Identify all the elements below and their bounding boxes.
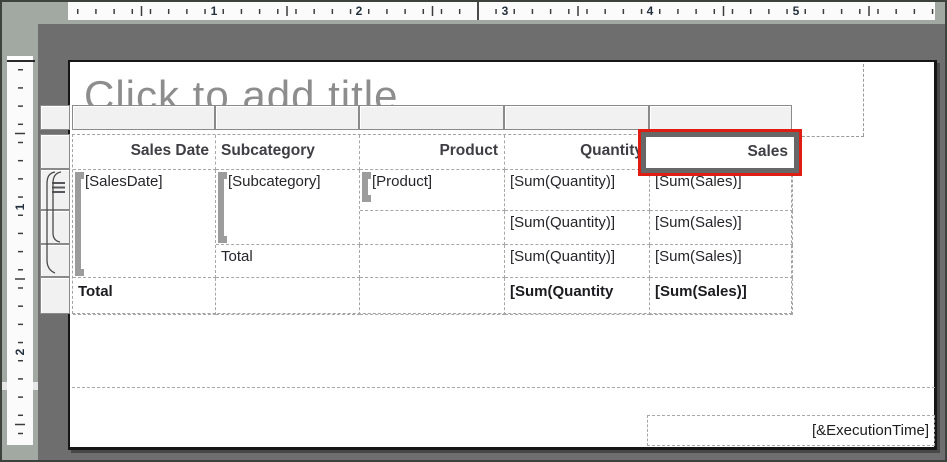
row-handle-header[interactable]	[40, 134, 70, 169]
cell-quantity-subtotal[interactable]: [Sum(Quantity)]	[505, 245, 650, 278]
group-grip-subcategory[interactable]	[218, 172, 227, 243]
v-ruler-number: 1	[13, 200, 27, 214]
cell-grand-total-empty-2[interactable]	[360, 278, 505, 315]
row-handle-grand-total[interactable]	[40, 277, 70, 314]
v-ruler-number: 2	[13, 345, 27, 359]
h-ruler-number: 3	[499, 4, 511, 18]
execution-time-textbox[interactable]: [&ExecutionTime]	[647, 415, 935, 446]
cell-sales-detail[interactable]: [Sum(Sales)]	[650, 170, 793, 211]
h-ruler-number: 4	[644, 4, 656, 18]
v-ruler-margin-cap	[7, 56, 33, 60]
vertical-ruler: 1 2	[7, 62, 33, 445]
column-handle-4[interactable]	[504, 105, 649, 130]
h-ruler-number: 1	[208, 4, 220, 18]
cell-quantity-row2[interactable]: [Sum(Quantity)]	[505, 211, 650, 245]
tablix-corner-handle[interactable]	[40, 105, 70, 130]
column-handle-5[interactable]	[649, 105, 792, 130]
cell-grand-total-label[interactable]: Total	[73, 278, 216, 315]
h-ruler-number: 2	[353, 4, 365, 18]
column-handle-1[interactable]	[72, 105, 215, 130]
title-textbox-right-edge	[863, 64, 864, 136]
group-grip-salesdate[interactable]	[75, 172, 84, 276]
column-header-product[interactable]: Product	[360, 135, 505, 170]
cell-sales-subtotal[interactable]: [Sum(Sales)]	[650, 245, 793, 278]
column-header-sales-date[interactable]: Sales Date	[73, 135, 216, 170]
tablix[interactable]: Sales Date Subcategory Product Quantity …	[72, 134, 793, 315]
column-header-quantity[interactable]: Quantity	[505, 135, 650, 170]
ruler-position-marker	[477, 2, 479, 20]
cell-quantity-detail[interactable]: [Sum(Quantity)]	[505, 170, 650, 211]
cell-product-subtotal-empty[interactable]	[360, 245, 505, 278]
column-handle-3[interactable]	[359, 105, 504, 130]
title-textbox-bottom-edge	[792, 136, 864, 137]
row-handle-subtotal[interactable]	[40, 244, 70, 277]
highlight-box-red: Sales	[638, 129, 802, 176]
v-ruler-origin-line	[7, 60, 35, 62]
page-footer-boundary	[72, 387, 935, 388]
detail-rows-icon	[52, 182, 65, 193]
selected-cell-border: Sales	[641, 132, 799, 173]
column-header-subcategory[interactable]: Subcategory	[216, 135, 360, 170]
cell-subcategory-total-label[interactable]: Total	[216, 245, 360, 278]
cell-sales-row2[interactable]: [Sum(Sales)]	[650, 211, 793, 245]
cell-salesdate-group[interactable]: [SalesDate]	[73, 170, 216, 278]
cell-subcategory-group[interactable]: [Subcategory]	[216, 170, 360, 245]
cell-grand-total-empty-1[interactable]	[216, 278, 360, 315]
cell-grand-total-sales[interactable]: [Sum(Sales)]	[650, 278, 793, 315]
selected-cell-sales-header[interactable]: Sales	[747, 143, 788, 160]
cell-product-row2-empty[interactable]	[360, 211, 505, 245]
row-group-brackets	[46, 171, 62, 274]
h-ruler-number: 5	[790, 4, 802, 18]
cell-grand-total-quantity[interactable]: [Sum(Quantity	[505, 278, 650, 315]
cell-product-detail[interactable]: [Product]	[360, 170, 505, 211]
group-grip-product[interactable]	[362, 172, 371, 202]
horizontal-ruler: 1 2 3 4 5	[68, 2, 935, 20]
column-handle-2[interactable]	[215, 105, 359, 130]
